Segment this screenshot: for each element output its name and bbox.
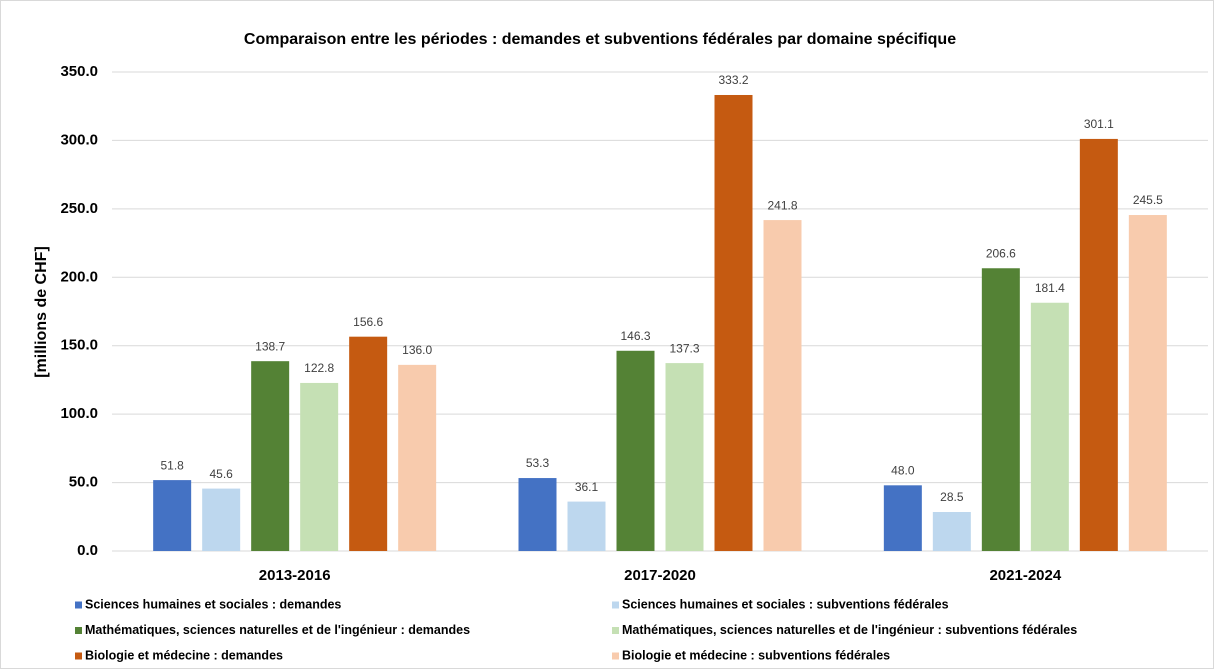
bar (981, 268, 1020, 551)
y-tick-label: 350.0 (60, 63, 98, 80)
value-label: 45.6 (209, 467, 233, 481)
bar (883, 485, 922, 551)
y-tick-label: 150.0 (60, 337, 98, 354)
legend-label: Sciences humaines et sociales : subventi… (622, 597, 949, 611)
value-label: 36.1 (575, 480, 599, 494)
value-label: 301.1 (1084, 117, 1114, 131)
value-label: 137.3 (669, 341, 699, 355)
y-axis-label: [millions de CHF] (33, 246, 50, 378)
legend-swatch (612, 652, 619, 660)
y-tick-label: 0.0 (77, 542, 98, 559)
legend-label: Biologie et médecine : subventions fédér… (622, 648, 890, 662)
value-label: 333.2 (718, 73, 748, 87)
y-tick-label: 300.0 (60, 131, 98, 148)
bar (665, 363, 704, 551)
bar (518, 478, 557, 551)
legend-label: Mathématiques, sciences naturelles et de… (622, 623, 1077, 637)
legend-label: Mathématiques, sciences naturelles et de… (85, 623, 470, 637)
legend-swatch (612, 601, 619, 609)
value-label: 245.5 (1133, 193, 1163, 207)
value-label: 48.0 (891, 463, 915, 477)
bar (349, 336, 388, 551)
value-label: 206.6 (986, 246, 1016, 260)
bar (1128, 215, 1167, 551)
value-label: 138.7 (255, 339, 285, 353)
value-label: 136.0 (402, 343, 432, 357)
bar (567, 501, 606, 551)
x-tick-label: 2013-2016 (259, 567, 331, 584)
bar (1079, 138, 1118, 551)
bar (300, 382, 339, 551)
bar (251, 361, 290, 551)
value-label: 53.3 (526, 456, 550, 470)
chart-title: Comparaison entre les périodes : demande… (244, 31, 956, 48)
legend-swatch (612, 627, 619, 634)
value-label: 181.4 (1035, 281, 1065, 295)
y-tick-label: 50.0 (69, 474, 98, 491)
legend-swatch (75, 652, 82, 660)
x-tick-label: 2021-2024 (989, 567, 1061, 584)
y-tick-label: 100.0 (60, 405, 98, 422)
value-label: 28.5 (940, 490, 964, 504)
value-label: 122.8 (304, 361, 334, 375)
value-label: 241.8 (767, 198, 797, 212)
bar (202, 488, 241, 551)
bar (763, 220, 802, 552)
bar (616, 350, 655, 551)
bar (1030, 302, 1069, 551)
bar (932, 511, 971, 551)
legend-label: Biologie et médecine : demandes (85, 648, 283, 662)
value-label: 51.8 (160, 458, 184, 472)
bar (398, 364, 437, 551)
value-label: 156.6 (353, 315, 383, 329)
x-tick-label: 2017-2020 (624, 567, 696, 584)
value-label: 146.3 (620, 329, 650, 343)
y-tick-label: 250.0 (60, 200, 98, 217)
legend-swatch (75, 601, 82, 609)
legend-label: Sciences humaines et sociales : demandes (85, 597, 341, 611)
bar (153, 480, 192, 551)
y-tick-label: 200.0 (60, 268, 98, 285)
bar (714, 94, 753, 551)
legend-swatch (75, 627, 82, 634)
